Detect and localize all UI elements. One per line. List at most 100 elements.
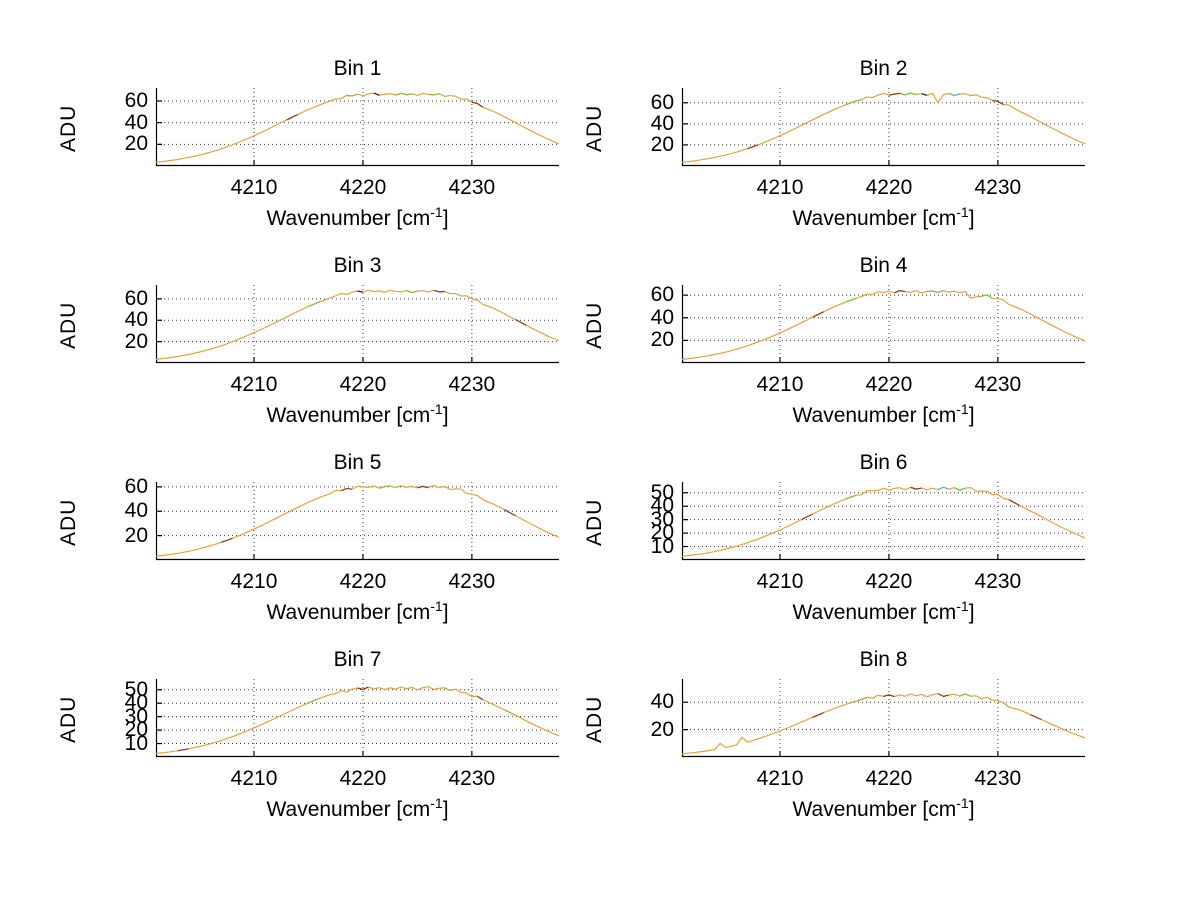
x-axis-label-part: Wavenumber [cm xyxy=(266,404,431,427)
y-tick-label: 40 xyxy=(650,494,674,518)
overlay-segment xyxy=(428,93,440,96)
x-tick-label: 4210 xyxy=(756,767,804,790)
x-axis-label: Wavenumber [cm-1] xyxy=(156,401,559,430)
subplot-title: Bin 1 xyxy=(333,57,382,80)
spectrum-curve xyxy=(155,289,560,360)
x-axis-label: Wavenumber [cm-1] xyxy=(682,598,1085,627)
x-axis-label-part: Wavenumber [cm xyxy=(792,207,957,230)
overlay-segment xyxy=(286,114,298,121)
spectrum-curve xyxy=(681,92,1086,163)
x-tick-label: 4220 xyxy=(339,176,387,199)
x-tick-label: 4230 xyxy=(448,767,496,790)
x-axis-label-part: Wavenumber [cm xyxy=(792,798,957,821)
x-tick-label: 4230 xyxy=(448,570,496,593)
spectrum-curve xyxy=(681,486,1086,557)
x-axis-label-part: -1 xyxy=(956,795,969,811)
x-axis-label-part: Wavenumber [cm xyxy=(792,404,957,427)
x-tick-label: 4210 xyxy=(756,176,804,199)
x-axis-label-part: ] xyxy=(442,207,449,230)
plot-area xyxy=(681,88,1086,167)
subplot-title: Bin 4 xyxy=(859,254,908,277)
plot-area xyxy=(681,679,1086,758)
x-tick-label: 4210 xyxy=(230,373,278,396)
plot-area xyxy=(155,285,560,364)
x-tick-label: 4220 xyxy=(865,373,913,396)
y-tick-label: 40 xyxy=(124,691,148,715)
subplot-title: Bin 5 xyxy=(333,451,382,474)
overlay-segment xyxy=(856,696,868,702)
overlay-segment xyxy=(910,486,922,490)
plot-area xyxy=(155,679,560,758)
y-tick-label: 50 xyxy=(650,480,674,504)
overlay-segment xyxy=(1008,499,1020,507)
y-tick-label: 30 xyxy=(650,507,674,531)
plot-area xyxy=(155,482,560,561)
overlay-segment xyxy=(899,92,917,96)
y-tick-label: 40 xyxy=(124,308,148,332)
y-tick-label: 40 xyxy=(650,690,674,714)
x-axis-label-part: ] xyxy=(968,601,975,624)
overlay-segment xyxy=(504,709,516,716)
x-axis-label-part: -1 xyxy=(956,204,969,220)
x-tick-label: 4230 xyxy=(974,373,1022,396)
y-axis-label: ADU xyxy=(583,104,606,152)
x-axis-label: Wavenumber [cm-1] xyxy=(682,795,1085,824)
x-axis-label-part: -1 xyxy=(956,401,969,417)
y-tick-label: 60 xyxy=(124,474,148,498)
subplot-title: Bin 8 xyxy=(859,648,908,671)
x-tick-label: 4230 xyxy=(974,176,1022,199)
y-tick-label: 30 xyxy=(124,704,148,728)
overlay-segment xyxy=(433,289,445,293)
x-axis-label: Wavenumber [cm-1] xyxy=(156,795,559,824)
overlay-segment xyxy=(515,318,527,326)
x-tick-label: 4210 xyxy=(230,767,278,790)
y-tick-label: 40 xyxy=(650,305,674,329)
x-axis-label-part: Wavenumber [cm xyxy=(792,601,957,624)
subplot-title: Bin 7 xyxy=(333,648,382,671)
overlay-segment xyxy=(471,101,484,108)
overlay-segment xyxy=(894,290,906,294)
overlay-segment xyxy=(308,301,320,308)
overlay-segment xyxy=(948,92,960,97)
y-tick-label: 60 xyxy=(124,89,148,112)
x-axis-label-part: -1 xyxy=(430,795,443,811)
overlay-segment xyxy=(845,297,857,303)
x-axis-label-part: ] xyxy=(442,798,449,821)
x-tick-label: 4230 xyxy=(974,767,1022,790)
x-axis-label-part: ] xyxy=(442,404,449,427)
x-axis-label: Wavenumber [cm-1] xyxy=(156,598,559,627)
overlay-segment xyxy=(747,144,759,150)
x-axis-label-part: Wavenumber [cm xyxy=(266,798,431,821)
overlay-segment xyxy=(883,694,895,698)
x-tick-label: 4230 xyxy=(448,176,496,199)
y-tick-label: 40 xyxy=(650,111,674,135)
overlay-segment xyxy=(845,494,857,500)
x-tick-label: 4210 xyxy=(230,570,278,593)
spectrum-curve xyxy=(155,484,560,557)
y-tick-label: 60 xyxy=(650,90,674,114)
x-axis-label-part: ] xyxy=(968,798,975,821)
x-tick-label: 4230 xyxy=(974,570,1022,593)
spectrum-curve xyxy=(155,92,560,163)
x-tick-label: 4220 xyxy=(339,373,387,396)
y-tick-label: 20 xyxy=(124,132,148,156)
y-tick-label: 10 xyxy=(650,534,674,558)
overlay-segment xyxy=(417,485,429,489)
overlay-segment xyxy=(221,537,233,543)
y-tick-label: 50 xyxy=(124,677,148,701)
overlay-segment xyxy=(981,294,993,299)
x-axis-label-part: -1 xyxy=(430,401,443,417)
y-axis-label: ADU xyxy=(583,301,606,349)
x-axis-label-part: -1 xyxy=(956,598,969,614)
overlay-segment xyxy=(1030,714,1042,721)
x-axis-label-part: -1 xyxy=(430,204,443,220)
x-tick-label: 4220 xyxy=(865,570,913,593)
overlay-segment xyxy=(959,693,971,697)
y-axis-label: ADU xyxy=(57,498,80,546)
overlay-segment xyxy=(812,712,824,718)
subplot-title: Bin 6 xyxy=(859,451,908,474)
x-axis-label-part: ] xyxy=(442,601,449,624)
plot-area xyxy=(155,88,560,167)
y-tick-label: 40 xyxy=(124,499,148,523)
